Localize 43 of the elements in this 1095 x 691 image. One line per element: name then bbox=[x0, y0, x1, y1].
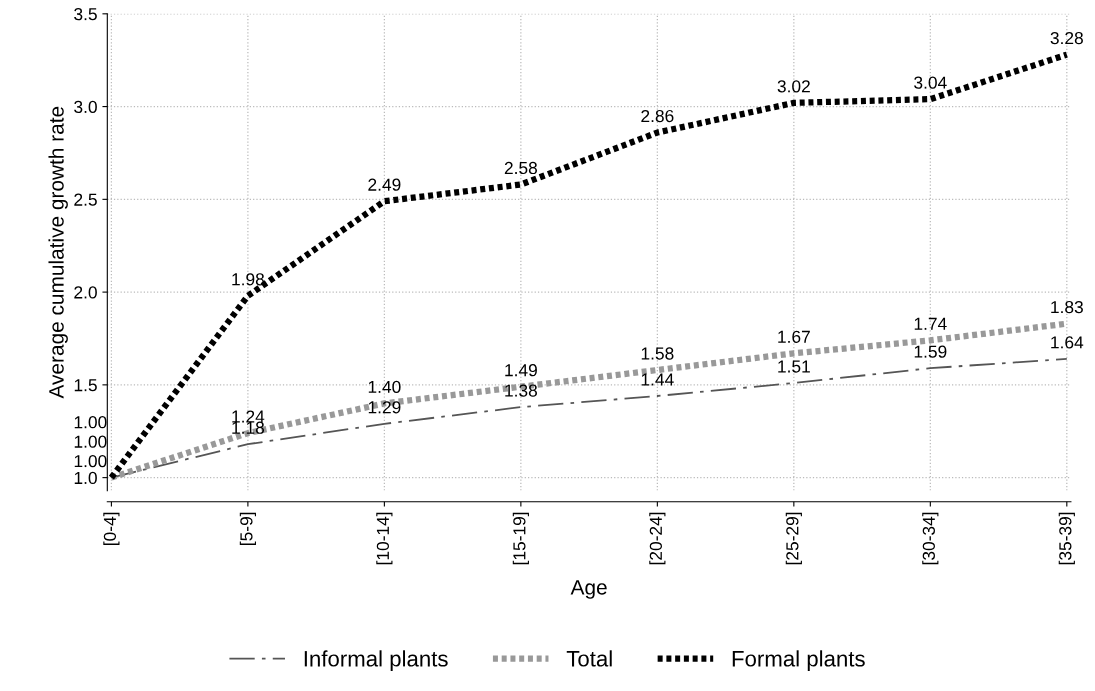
x-tick-label: [25-29] bbox=[785, 512, 802, 565]
data-label: 1.58 bbox=[641, 347, 674, 360]
data-label: 1.44 bbox=[641, 373, 674, 386]
data-label: 2.49 bbox=[368, 178, 401, 191]
data-label: 1.24 bbox=[232, 410, 265, 423]
y-axis-title: Average cumulative growth rate bbox=[48, 106, 68, 399]
y-tick-label: 3.5 bbox=[74, 7, 97, 21]
y-tick-label: 2.5 bbox=[74, 193, 97, 206]
x-tick-label: [0-4] bbox=[103, 512, 120, 545]
x-tick-label: [20-24] bbox=[649, 512, 666, 565]
data-label: 2.58 bbox=[504, 161, 538, 175]
data-label: 2.86 bbox=[641, 109, 674, 123]
data-label: 1.00 bbox=[74, 416, 107, 429]
legend-label: Total bbox=[566, 650, 612, 667]
x-tick-label: [30-34] bbox=[922, 512, 939, 565]
y-tick-label: 2.0 bbox=[74, 286, 97, 299]
data-label: 1.74 bbox=[914, 317, 947, 330]
data-label: 1.59 bbox=[914, 345, 947, 358]
data-label: 1.49 bbox=[505, 364, 537, 377]
data-label: 1.51 bbox=[778, 360, 810, 373]
data-label: 1.29 bbox=[368, 401, 401, 414]
y-tick-label: 1.5 bbox=[74, 379, 97, 392]
x-tick-label: [35-39] bbox=[1058, 512, 1075, 565]
data-label: 1.18 bbox=[232, 421, 265, 434]
data-label: 1.00 bbox=[74, 435, 107, 448]
x-tick-label: [15-19] bbox=[512, 512, 529, 565]
y-tick-label: 1.0 bbox=[74, 471, 97, 485]
y-tick-label: 3.0 bbox=[74, 100, 97, 114]
x-axis-title: Age bbox=[570, 580, 607, 599]
data-label: 1.00 bbox=[74, 454, 107, 468]
data-label: 1.83 bbox=[1051, 300, 1083, 314]
legend-label: Informal plants bbox=[304, 650, 448, 671]
data-label: 1.64 bbox=[1051, 336, 1084, 349]
data-label: 3.04 bbox=[914, 76, 947, 89]
x-tick-label: [10-14] bbox=[376, 512, 393, 565]
data-label: 1.38 bbox=[505, 384, 538, 397]
data-label: 1.40 bbox=[368, 380, 401, 394]
x-tick-label: [5-9] bbox=[239, 512, 256, 545]
data-label: 1.67 bbox=[778, 330, 810, 343]
data-label: 3.28 bbox=[1050, 31, 1083, 45]
legend-label: Formal plants bbox=[732, 650, 865, 671]
data-label: 1.98 bbox=[232, 273, 265, 286]
data-label: 3.02 bbox=[777, 80, 810, 93]
